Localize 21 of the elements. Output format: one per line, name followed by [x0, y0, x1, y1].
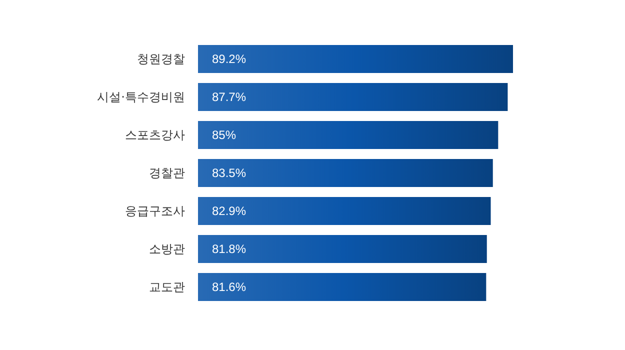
y-tick-label: 교도관 — [149, 280, 185, 294]
bar — [198, 197, 491, 225]
data-label: 81.6% — [212, 280, 246, 294]
data-label: 83.5% — [212, 166, 246, 180]
bar — [198, 273, 486, 301]
bar — [198, 159, 493, 187]
y-tick-label: 스포츠강사 — [125, 128, 185, 142]
bar — [198, 235, 487, 263]
bar — [198, 121, 498, 149]
y-tick-label: 청원경찰 — [137, 52, 185, 66]
y-tick-label: 경찰관 — [149, 166, 185, 180]
data-label: 87.7% — [212, 90, 246, 104]
y-tick-label: 응급구조사 — [125, 204, 185, 218]
y-tick-label: 소방관 — [149, 242, 185, 256]
data-label: 81.8% — [212, 242, 246, 256]
y-tick-label: 시설·특수경비원 — [97, 90, 185, 104]
data-label: 85% — [212, 128, 236, 142]
data-label: 89.2% — [212, 52, 246, 66]
bar — [198, 83, 508, 111]
bar — [198, 45, 513, 73]
data-label: 82.9% — [212, 204, 246, 218]
